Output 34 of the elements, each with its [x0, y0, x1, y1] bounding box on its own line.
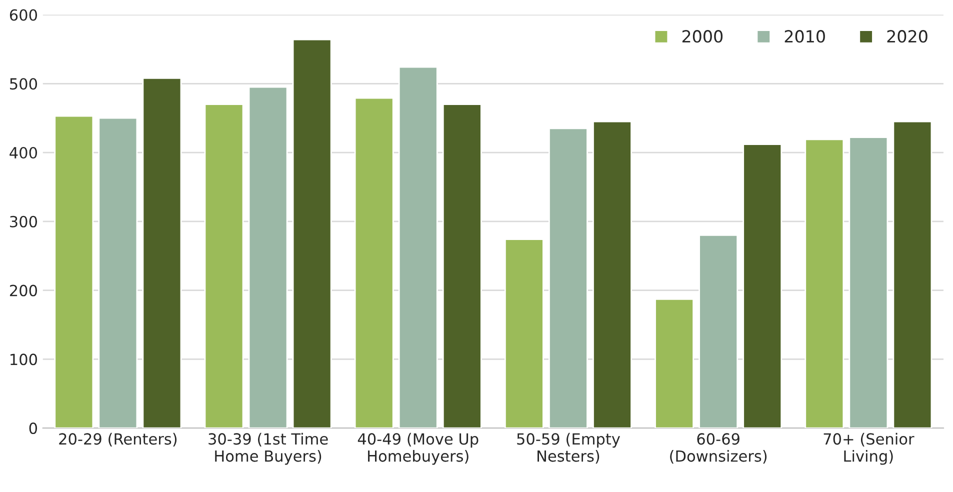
bar [742, 144, 782, 428]
x-tick-label: 20-29 (Renters) [59, 432, 177, 447]
bar [654, 298, 694, 428]
bar [848, 136, 888, 428]
y-tick-label: 0 [29, 422, 38, 434]
bar [142, 77, 182, 428]
bar [892, 120, 932, 428]
bar [504, 238, 544, 428]
y-tick-label: 500 [10, 78, 38, 90]
y-tick-label: 400 [10, 146, 38, 159]
bar [698, 234, 738, 428]
legend-label: 2000 [682, 30, 723, 43]
bar [248, 86, 288, 428]
y-tick-label: 600 [10, 9, 38, 21]
x-tick-label: 50-59 (Empty Nesters) [517, 432, 620, 464]
y-tick-label: 200 [10, 284, 38, 296]
bar [292, 38, 332, 428]
bar [442, 104, 482, 428]
bar [804, 138, 844, 428]
bar [548, 128, 588, 428]
x-tick-label: 30-39 (1st Time Home Buyers) [208, 432, 328, 465]
x-tick-label: 40-49 (Move Up Homebuyers) [358, 432, 478, 465]
bar [592, 120, 632, 428]
bar [354, 97, 394, 428]
legend-label: 2020 [887, 30, 928, 43]
y-tick-label: 300 [10, 216, 38, 228]
legend-label: 2010 [784, 30, 825, 43]
x-tick-label: 70+ (Senior Living) [824, 432, 914, 465]
bar [398, 66, 438, 428]
bar [54, 115, 94, 428]
x-tick-label: 60-69 (Downsizers) [670, 433, 767, 464]
bar [204, 104, 244, 428]
bar [98, 117, 138, 428]
y-tick-label: 100 [10, 354, 38, 366]
